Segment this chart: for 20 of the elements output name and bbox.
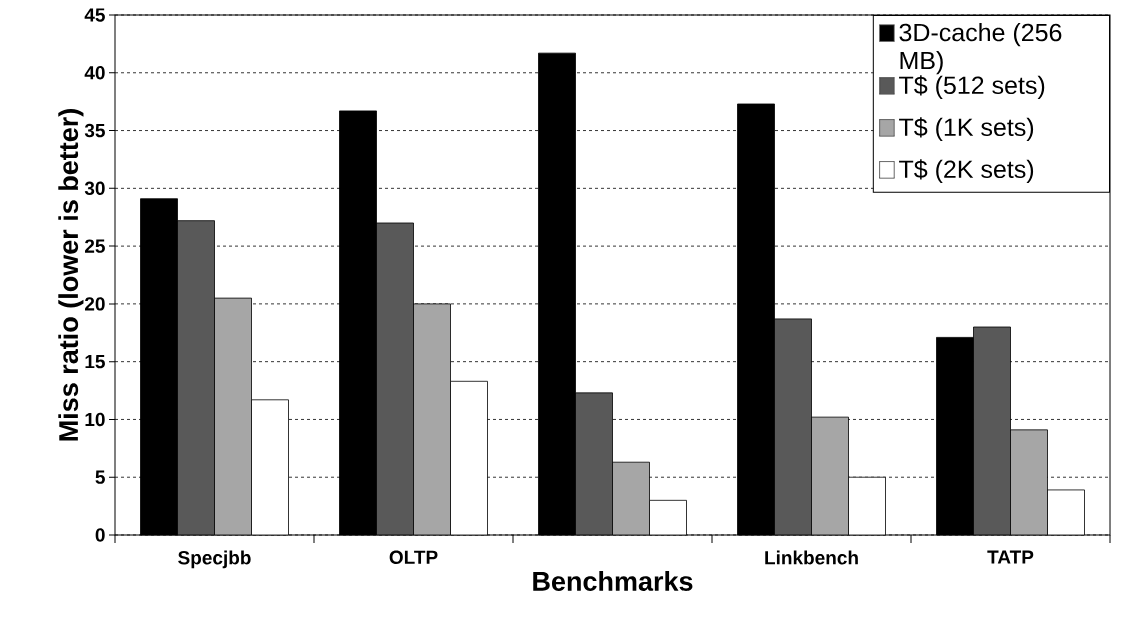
x-tick-label: TATP (987, 550, 1034, 564)
legend-label: 3D-cache (256 MB) (899, 22, 1062, 75)
y-tick-label: 35 (84, 123, 105, 138)
legend-label: T$ (512 sets) (899, 75, 1045, 100)
x-tick-label: OLTP (389, 550, 438, 564)
y-tick-label: 45 (84, 8, 105, 22)
x-axis-title: Benchmarks (533, 571, 693, 591)
y-tick-label: 20 (84, 297, 105, 311)
x-tick-label: Linkbench (765, 550, 858, 565)
y-tick-label: 0 (95, 528, 105, 542)
legend-label: T$ (2K sets) (899, 159, 1034, 184)
y-tick-label: 40 (84, 66, 105, 80)
y-tick-label: 25 (84, 239, 105, 253)
x-tick-label: Specjbb (178, 550, 251, 569)
y-tick-label: 30 (84, 181, 105, 196)
y-tick-label: 15 (85, 355, 105, 369)
legend-label: T$ (1K sets) (899, 117, 1034, 142)
y-axis-title: Miss ratio (lower is better) (58, 109, 84, 441)
y-tick-label: 10 (85, 412, 105, 427)
y-tick-label: 5 (95, 470, 105, 484)
